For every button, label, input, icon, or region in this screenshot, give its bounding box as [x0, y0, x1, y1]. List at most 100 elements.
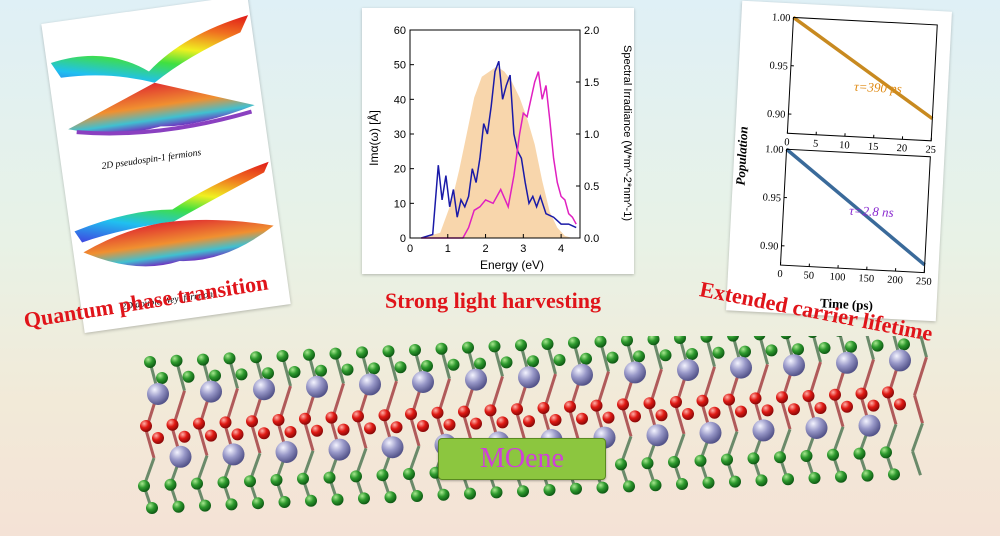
green-atom [462, 341, 474, 354]
metal-atom [381, 436, 404, 459]
oxygen-atom [523, 415, 535, 428]
lifetime-0-frame [786, 16, 938, 142]
metal-atom [699, 421, 722, 444]
metal-atom [730, 356, 752, 379]
pseudospin-lower-band [68, 82, 255, 134]
lifetime-1-x-tick-label-1: 50 [803, 270, 814, 282]
absorption-panel: 0 1 2 3 4 0 10 20 30 40 50 60 0.0 0.5 1.0 1.5 2.0 Energy… [362, 8, 634, 274]
metal-atom [147, 383, 169, 405]
y-right-tick-label-1: 0.5 [584, 181, 599, 193]
y-left-tick-label-1: 10 [394, 198, 406, 210]
lifetime-1-y-tick-label-1: 0.95 [762, 192, 781, 204]
bond [919, 336, 928, 358]
green-atom [403, 468, 415, 480]
bond [409, 417, 421, 447]
green-atom [411, 490, 423, 502]
green-atom [217, 476, 230, 489]
green-atom [490, 486, 503, 499]
green-atom [792, 343, 804, 356]
lifetime-0-y-tick-label-0: 0.90 [767, 109, 786, 121]
oxygen-atom [299, 412, 311, 425]
lifetime-0-x-tick-label-4: 20 [896, 143, 907, 155]
y-left-tick-label-4: 40 [394, 94, 406, 106]
bond [913, 394, 924, 424]
lifetime-0-y-tick-label-2: 1.00 [772, 12, 791, 24]
bond [911, 422, 924, 452]
green-atom [435, 342, 448, 355]
metal-atom [169, 445, 192, 468]
green-atom [384, 491, 397, 504]
metal-atom [836, 351, 858, 374]
green-atom [172, 500, 185, 513]
oxygen-atom [682, 408, 694, 420]
green-atom [808, 336, 817, 338]
green-atom [543, 484, 556, 496]
green-atom [615, 458, 627, 471]
green-atom [686, 348, 698, 360]
metal-atom [275, 441, 298, 463]
lifetime-0-x-tick-label-5: 25 [925, 145, 936, 157]
green-atom [350, 470, 362, 483]
oxygen-atom [193, 417, 205, 430]
oxygen-atom [841, 400, 853, 413]
lifetime-1-x-tick-label-3: 150 [858, 273, 874, 285]
series-0-line [421, 60, 577, 239]
lifetime-0-series-0 [792, 16, 934, 121]
oxygen-atom [749, 392, 762, 405]
green-atom [774, 451, 786, 464]
oxygen-atom [549, 414, 562, 426]
green-atom [225, 498, 238, 511]
oxygen-atom [723, 393, 735, 406]
green-atom [729, 475, 741, 488]
green-atom [182, 370, 195, 383]
green-atom [500, 356, 513, 369]
green-atom [235, 368, 248, 381]
green-atom [474, 357, 486, 370]
bond [674, 405, 686, 435]
metal-atom [677, 359, 699, 381]
green-atom [368, 362, 380, 375]
oxygen-atom [443, 418, 456, 431]
lifetime-1-x-tick-label-0: 0 [777, 269, 783, 280]
moene-label: MOene [438, 438, 606, 480]
green-atom [835, 470, 847, 483]
metal-atom [624, 361, 646, 384]
oxygen-atom [496, 416, 509, 429]
y-right-tick-label-4: 2.0 [584, 25, 599, 37]
headline-light-harvesting: Strong light harvesting [385, 288, 601, 313]
y-left-tick-label-3: 30 [394, 129, 406, 141]
green-atom [623, 480, 635, 493]
bond [250, 424, 262, 454]
time-label: Time (ps) [820, 295, 874, 313]
metal-atom [465, 368, 487, 391]
metal-atom [858, 414, 881, 437]
oxygen-atom [272, 414, 285, 426]
green-atom [659, 349, 672, 362]
green-atom [447, 358, 460, 371]
oxygen-atom [405, 408, 417, 420]
x-tick-label-2: 2 [482, 243, 488, 255]
green-atom [880, 446, 892, 459]
bond [727, 403, 739, 433]
metal-atom [783, 354, 805, 377]
bond [911, 450, 922, 476]
green-atom [739, 345, 751, 358]
green-atom [676, 478, 688, 490]
oxygen-atom [231, 428, 244, 441]
green-atom [270, 474, 283, 486]
green-atom [647, 336, 660, 346]
green-atom [853, 447, 866, 460]
green-atom [727, 336, 739, 342]
green-atom [331, 493, 344, 506]
bond [303, 422, 315, 452]
oxygen-atom [829, 388, 841, 401]
y-axis-left-label: Imα(ω) [Å] [366, 110, 381, 166]
green-atom [164, 478, 177, 491]
green-atom [649, 479, 662, 492]
oxygen-atom [708, 406, 721, 419]
green-atom [329, 347, 342, 360]
oxygen-atom [390, 421, 403, 434]
bond [568, 410, 580, 440]
oxygen-atom [337, 423, 350, 436]
oxygen-atom [590, 399, 603, 412]
